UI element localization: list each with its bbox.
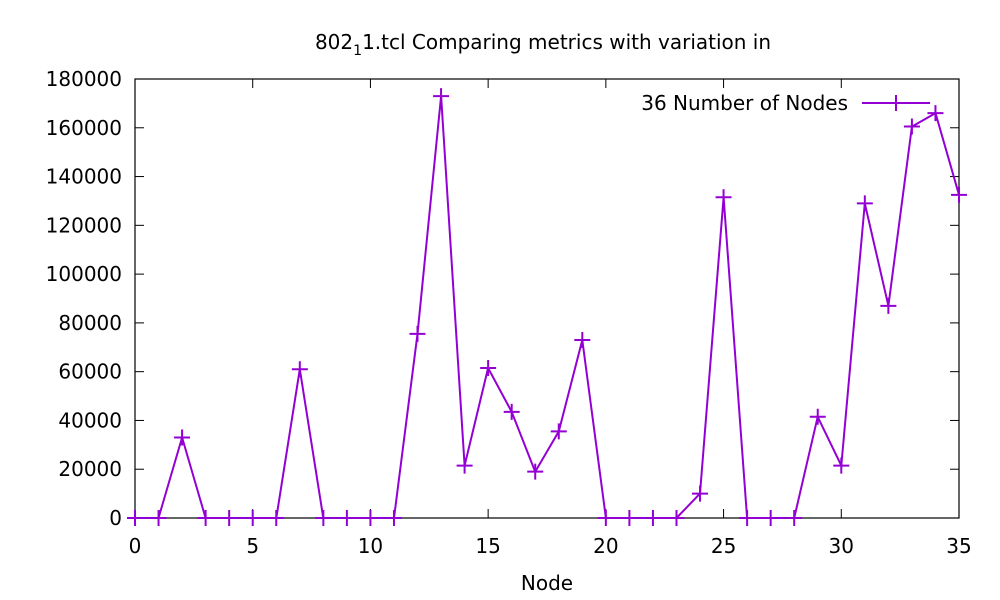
y-tick-label: 60000 (58, 360, 122, 384)
data-point (244, 510, 261, 526)
data-point (338, 510, 355, 526)
x-tick-label: 5 (246, 534, 259, 558)
data-point (903, 118, 920, 135)
x-tick-label: 0 (129, 534, 142, 558)
legend-label: 36 Number of Nodes (641, 91, 848, 115)
data-point (291, 361, 308, 378)
data-point (927, 105, 944, 122)
y-tick-label: 180000 (46, 67, 122, 91)
data-point (362, 510, 379, 526)
x-tick-label: 15 (475, 534, 500, 558)
data-point (692, 485, 709, 502)
series-line (135, 96, 960, 519)
data-point (480, 360, 497, 377)
legend: 36 Number of Nodes (641, 91, 930, 115)
x-tick-label: 25 (711, 534, 736, 558)
data-point (409, 325, 426, 342)
title-main: 802 (315, 30, 353, 54)
x-tick-label: 30 (829, 534, 854, 558)
data-point (385, 510, 402, 526)
data-point (786, 510, 803, 526)
x-tick-label: 35 (946, 534, 971, 558)
data-point (174, 429, 191, 446)
plot-frame (134, 78, 960, 519)
legend-marker (888, 95, 904, 111)
title-subscript: 1 (353, 43, 362, 59)
y-tick-label: 80000 (58, 311, 122, 335)
data-point (621, 510, 638, 526)
data-point (527, 463, 544, 480)
y-tick-label: 120000 (46, 213, 122, 237)
data-point (503, 403, 520, 420)
data-point (762, 510, 779, 526)
data-point (597, 510, 614, 526)
y-tick-label: 40000 (58, 408, 122, 432)
y-tick-label: 160000 (46, 116, 122, 140)
y-tick-label: 20000 (58, 457, 122, 481)
y-tick-label: 0 (109, 506, 122, 530)
data-point (456, 457, 473, 474)
title-rest: 1.tcl Comparing metrics with variation i… (362, 30, 771, 54)
axes: 0 5 10 15 20 25 30 35 0 20000 40000 60000 80000 10000… (46, 67, 972, 558)
data-point (433, 88, 450, 105)
data-point (668, 510, 685, 526)
data-point (715, 189, 732, 206)
data-point (856, 195, 873, 212)
y-tick-label: 140000 (46, 165, 122, 189)
chart-title: 80211.tcl Comparing metrics with variati… (315, 30, 771, 59)
data-point (268, 510, 285, 526)
data-point (739, 510, 756, 526)
data-point (150, 510, 167, 526)
series-layer (127, 88, 967, 526)
data-point (315, 510, 332, 526)
y-tick-label: 100000 (46, 262, 122, 286)
x-tick-label: 10 (358, 534, 383, 558)
x-axis-label: Node (521, 571, 573, 595)
data-point (127, 510, 143, 526)
data-point (221, 510, 238, 526)
data-point (951, 186, 967, 203)
x-tick-label: 20 (593, 534, 618, 558)
data-point (880, 297, 897, 314)
data-point (550, 423, 567, 440)
data-point (644, 510, 661, 526)
data-point (833, 457, 850, 474)
data-point (197, 510, 214, 526)
data-point (809, 408, 826, 425)
data-point (574, 331, 591, 348)
